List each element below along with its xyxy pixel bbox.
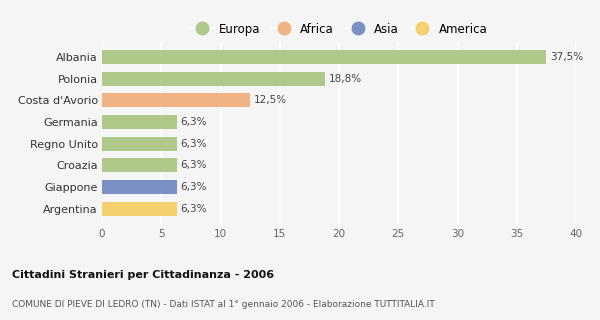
Text: 6,3%: 6,3% xyxy=(180,117,207,127)
Text: 6,3%: 6,3% xyxy=(180,160,207,170)
Bar xyxy=(102,50,547,64)
Text: 6,3%: 6,3% xyxy=(180,182,207,192)
Bar xyxy=(102,180,176,194)
Text: 18,8%: 18,8% xyxy=(328,74,361,84)
Bar xyxy=(102,115,176,129)
Text: 6,3%: 6,3% xyxy=(180,204,207,214)
Text: 12,5%: 12,5% xyxy=(254,95,287,105)
Legend: Europa, Africa, Asia, America: Europa, Africa, Asia, America xyxy=(188,20,490,38)
Bar xyxy=(102,93,250,107)
Bar xyxy=(102,137,176,151)
Bar xyxy=(102,202,176,216)
Text: COMUNE DI PIEVE DI LEDRO (TN) - Dati ISTAT al 1° gennaio 2006 - Elaborazione TUT: COMUNE DI PIEVE DI LEDRO (TN) - Dati IST… xyxy=(12,300,435,309)
Bar xyxy=(102,72,325,86)
Text: Cittadini Stranieri per Cittadinanza - 2006: Cittadini Stranieri per Cittadinanza - 2… xyxy=(12,270,274,280)
Text: 6,3%: 6,3% xyxy=(180,139,207,148)
Bar xyxy=(102,158,176,172)
Text: 37,5%: 37,5% xyxy=(550,52,583,62)
